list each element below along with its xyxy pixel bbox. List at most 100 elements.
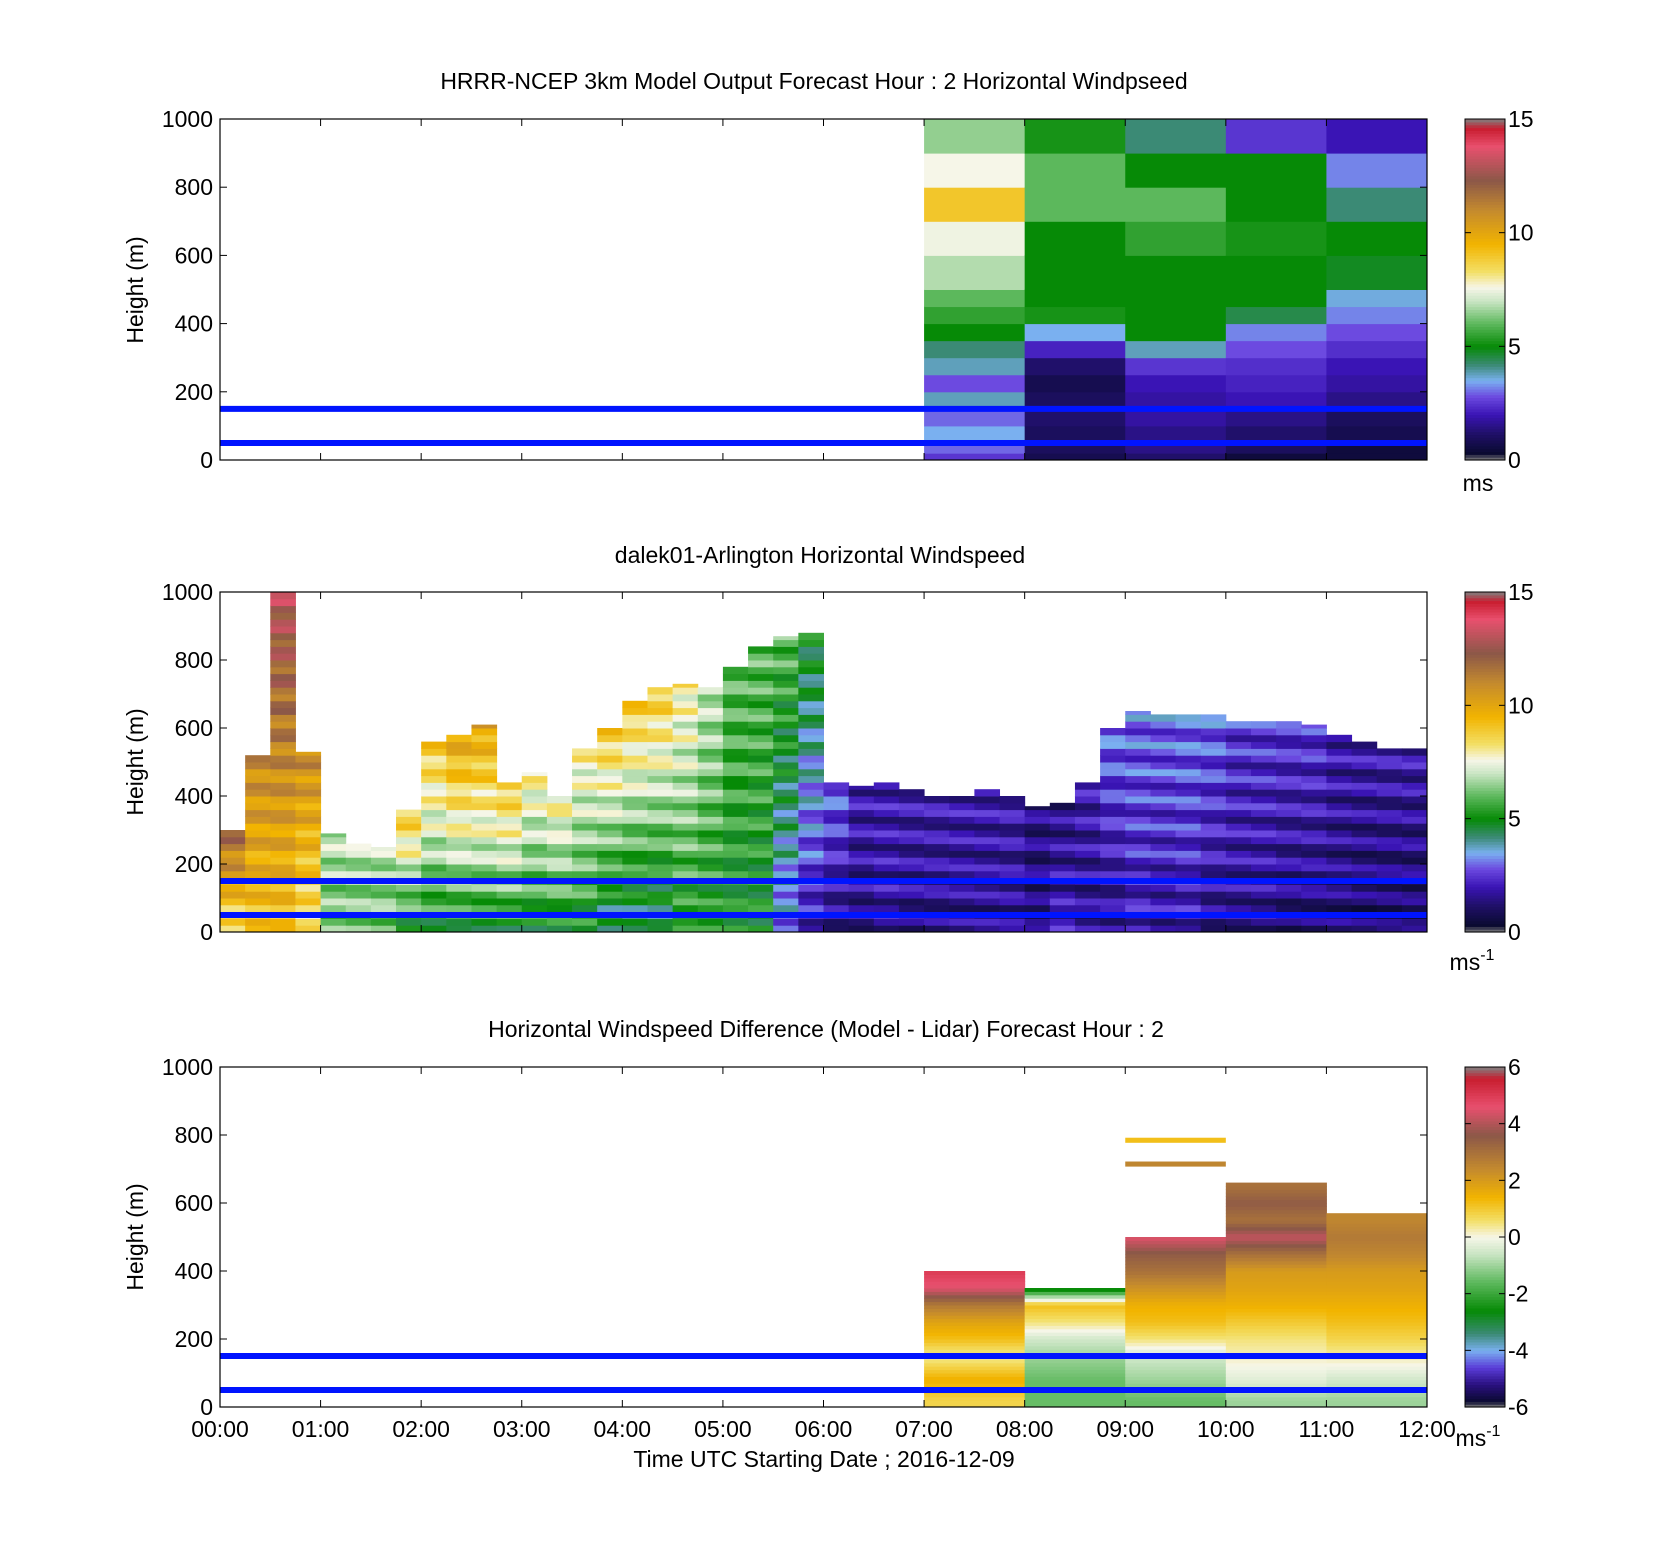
heatmap-cell <box>396 918 422 926</box>
heatmap-cell <box>748 830 774 838</box>
heatmap-cell <box>1250 823 1277 831</box>
heatmap-cell <box>1225 1257 1327 1262</box>
colorbar-tick-label: 10 <box>1508 692 1534 718</box>
heatmap-cell <box>446 836 472 845</box>
colorbar-segment <box>1465 178 1505 183</box>
heatmap-cell <box>345 870 372 879</box>
heatmap-cell <box>1024 904 1051 913</box>
heatmap-cell <box>471 809 498 817</box>
heatmap-cell <box>1024 830 1051 838</box>
heatmap-cell <box>873 816 900 824</box>
heatmap-cell <box>1250 775 1277 783</box>
colorbar-segment <box>1465 388 1505 393</box>
heatmap-cell <box>270 884 296 892</box>
heatmap-cell <box>245 836 271 845</box>
heatmap-cell <box>446 884 472 892</box>
heatmap-cell <box>1276 789 1302 797</box>
heatmap-cell <box>1225 1315 1327 1320</box>
colorbar-segment <box>1465 1135 1505 1139</box>
heatmap-cell <box>1326 1369 1428 1374</box>
heatmap-cell <box>622 748 648 756</box>
heatmap-cell <box>1326 374 1428 393</box>
colorbar-segment <box>1465 739 1505 743</box>
heatmap-cell <box>924 408 1026 427</box>
heatmap-cell <box>597 836 623 845</box>
heatmap-cell <box>1150 823 1177 831</box>
heatmap-cell <box>1200 891 1227 899</box>
heatmap-cell <box>622 762 648 770</box>
heatmap-cell <box>1100 857 1126 865</box>
colorbar-tick-label: -6 <box>1508 1394 1528 1420</box>
heatmap-cell <box>1024 357 1126 376</box>
heatmap-cell <box>722 857 749 865</box>
colorbar-segment <box>1465 1120 1505 1125</box>
heatmap-cell <box>496 891 523 899</box>
heatmap-cell <box>270 680 296 688</box>
heatmap-cell <box>471 816 498 824</box>
heatmap-cell <box>1125 1257 1227 1262</box>
heatmap-cell <box>546 802 573 811</box>
colorbar-segment <box>1465 1186 1505 1190</box>
heatmap-cell <box>270 619 296 627</box>
heatmap-cell <box>345 857 372 865</box>
heatmap-cell <box>1326 843 1353 851</box>
heatmap-cell <box>798 891 824 899</box>
heatmap-cell <box>572 904 598 913</box>
colorbar-segment <box>1465 1143 1505 1147</box>
heatmap-cell <box>1024 925 1051 933</box>
heatmap-cell <box>1225 782 1252 790</box>
heatmap-cell <box>898 925 925 933</box>
heatmap-cell <box>949 898 975 906</box>
heatmap-cell <box>924 1298 1026 1303</box>
heatmap-cell <box>798 748 824 756</box>
heatmap-cell <box>672 728 699 736</box>
heatmap-cell <box>1049 809 1076 817</box>
heatmap-cell <box>572 802 598 811</box>
heatmap-cell <box>823 789 850 797</box>
heatmap-cell <box>270 673 296 681</box>
colorbar-frame <box>1464 591 1506 933</box>
heatmap-cell <box>1200 898 1227 906</box>
heatmap-cell <box>270 789 296 797</box>
colorbar-segment <box>1465 626 1505 630</box>
heatmap-cell <box>345 843 372 851</box>
heatmap-cell <box>798 850 824 858</box>
heatmap-cell <box>1150 864 1177 872</box>
colorbar-segment <box>1465 1373 1505 1377</box>
heatmap-cell <box>1250 728 1277 736</box>
heatmap-cell <box>446 775 472 783</box>
colorbar-segment <box>1465 617 1505 621</box>
heatmap-cell <box>999 796 1026 804</box>
heatmap-cell <box>471 762 498 770</box>
heatmap-cell <box>1150 857 1177 865</box>
heatmap-cell <box>999 891 1026 899</box>
heatmap-cell <box>245 782 271 790</box>
heatmap-cell <box>1125 796 1151 804</box>
colorbar-segment <box>1465 764 1505 769</box>
colorbar-segment <box>1465 637 1505 641</box>
heatmap-cell <box>1225 1226 1327 1231</box>
colorbar-segment <box>1465 445 1505 450</box>
heatmap-cell <box>1225 1267 1327 1272</box>
heatmap-cell <box>773 755 799 763</box>
heatmap-cell <box>1150 714 1177 722</box>
heatmap-cell <box>622 768 648 777</box>
y-tick-label: 800 <box>175 174 213 200</box>
y-tick-label: 800 <box>175 1122 213 1148</box>
lidar-reference-lines <box>220 878 1427 918</box>
heatmap-cell <box>245 898 271 906</box>
colorbar-segment <box>1465 340 1505 345</box>
colorbar-segment <box>1465 1333 1505 1337</box>
heatmap-cell <box>1326 748 1353 756</box>
heatmap-cell <box>949 809 975 817</box>
heatmap-cell <box>1175 918 1202 926</box>
heatmap-cell <box>396 870 422 879</box>
heatmap-cell <box>773 864 799 872</box>
heatmap-cell <box>1150 721 1177 729</box>
heatmap-cell <box>798 870 824 879</box>
heatmap-cell <box>1125 884 1151 892</box>
heatmap-cell <box>1024 255 1126 290</box>
heatmap-cell <box>672 683 699 688</box>
heatmap-cell <box>1150 762 1177 770</box>
model-reference-lines <box>220 405 1427 446</box>
